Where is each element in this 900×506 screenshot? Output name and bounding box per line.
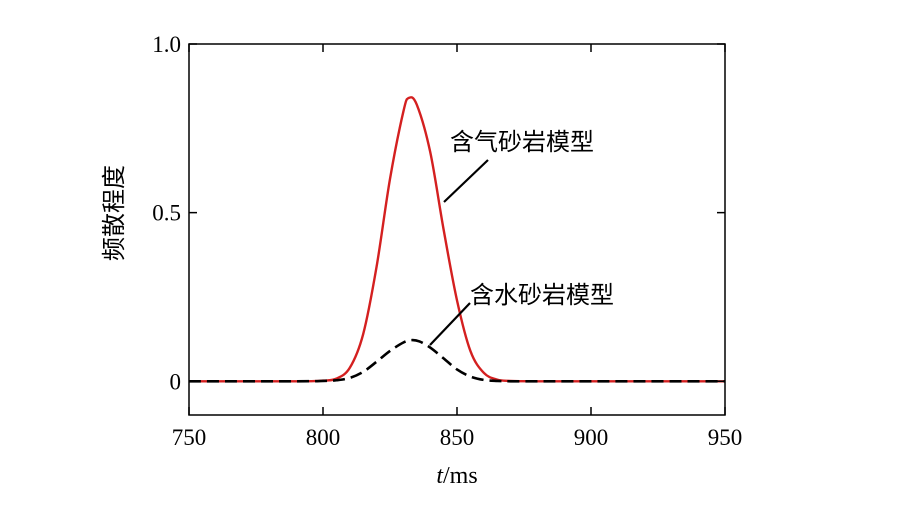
x-tick-label: 750	[172, 425, 207, 450]
gas-sandstone-label: 含气砂岩模型	[450, 128, 594, 156]
gas-annotation-leader	[443, 159, 489, 203]
y-tick-label: 0	[170, 369, 182, 394]
x-tick-label: 850	[440, 425, 475, 450]
y-tick-label: 0.5	[152, 201, 181, 226]
y-axis-title: 频散程度	[100, 165, 128, 261]
ticks-layer: 750 800 850 900 950 0 0.5 1.0	[152, 32, 742, 450]
x-tick-label: 950	[708, 425, 743, 450]
y-tick-label: 1.0	[152, 32, 181, 57]
series-water-sandstone-line	[188, 338, 725, 383]
x-axis-title-unit: /ms	[443, 463, 478, 489]
x-tick-label: 800	[306, 425, 341, 450]
water-annotation-leader	[429, 302, 471, 346]
x-axis-title: t/ms	[436, 463, 477, 489]
x-axis-title-var: t	[436, 463, 444, 489]
x-tick-label: 900	[574, 425, 609, 450]
series-layer	[188, 96, 725, 383]
water-sandstone-label: 含水砂岩模型	[470, 281, 614, 309]
plot-frame	[188, 43, 726, 416]
